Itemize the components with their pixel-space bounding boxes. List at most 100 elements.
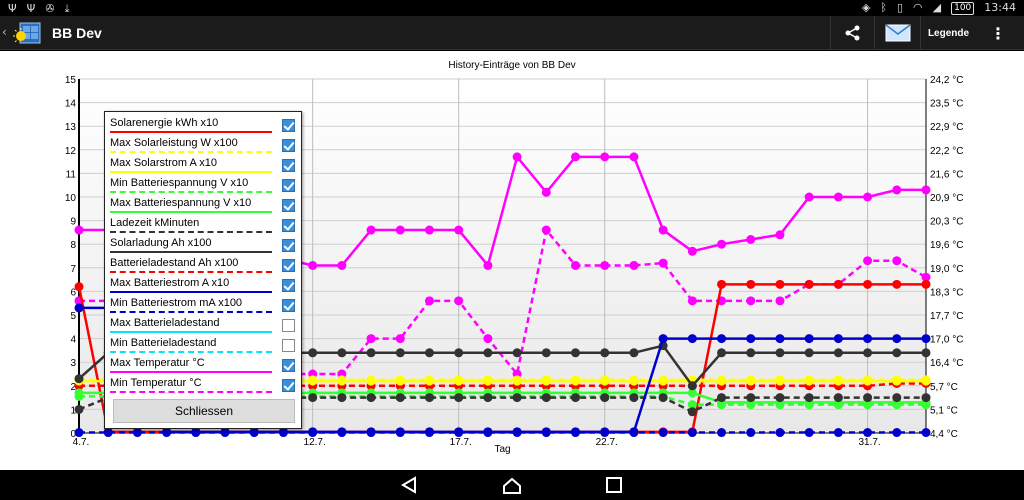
data-point: [424, 225, 434, 235]
recent-apps-icon[interactable]: [602, 475, 626, 495]
back-icon[interactable]: [397, 475, 421, 495]
legend-checkbox[interactable]: [282, 339, 295, 352]
legend-item[interactable]: Max Solarleistung W x100: [110, 136, 298, 156]
data-point: [775, 348, 785, 358]
legend-checkbox[interactable]: [282, 299, 295, 312]
data-point: [775, 279, 785, 289]
data-point: [863, 400, 873, 410]
legend-checkbox[interactable]: [282, 119, 295, 132]
data-point: [366, 428, 376, 438]
legend-button[interactable]: Legende: [920, 16, 976, 50]
data-point: [512, 375, 522, 385]
data-point: [424, 296, 434, 306]
data-point: [863, 348, 873, 358]
mail-button[interactable]: [874, 16, 920, 50]
legend-panel: Schliessen Solarenergie kWh x10 Max Solar…: [104, 111, 302, 429]
data-point: [571, 348, 581, 358]
data-point: [863, 192, 873, 202]
y-tick-label: 5: [70, 311, 76, 322]
y2-tick-label: 5,1 °C: [930, 405, 958, 416]
x-tick-label: 17.7.: [450, 437, 472, 448]
y-tick-label: 0: [70, 429, 76, 440]
data-point: [687, 334, 697, 344]
legend-checkbox[interactable]: [282, 199, 295, 212]
data-point: [395, 393, 405, 403]
data-point: [541, 225, 551, 235]
data-point: [629, 348, 639, 358]
navigation-bar: [0, 470, 1024, 500]
data-point: [746, 393, 756, 403]
data-point: [366, 334, 376, 344]
y2-tick-label: 19,0 °C: [930, 264, 963, 275]
legend-checkbox[interactable]: [282, 279, 295, 292]
legend-item[interactable]: Min Batterieladestand: [110, 336, 298, 356]
data-point: [629, 375, 639, 385]
data-point: [366, 393, 376, 403]
legend-checkbox[interactable]: [282, 319, 295, 332]
close-legend-button[interactable]: Schliessen: [113, 399, 295, 423]
legend-item[interactable]: Max Temperatur °C: [110, 356, 298, 376]
up-caret-icon[interactable]: ‹: [2, 25, 7, 39]
legend-item[interactable]: Ladezeit kMinuten: [110, 216, 298, 236]
x-tick-label: 31.7.: [858, 437, 880, 448]
data-point: [220, 428, 230, 438]
app-logo-icon[interactable]: [12, 19, 42, 47]
legend-checkbox[interactable]: [282, 379, 295, 392]
legend-item[interactable]: Min Batteriespannung V x10: [110, 176, 298, 196]
home-icon[interactable]: [500, 475, 524, 495]
data-point: [454, 296, 464, 306]
legend-line-swatch: [110, 131, 272, 133]
data-point: [746, 348, 756, 358]
data-point: [74, 391, 84, 401]
legend-item[interactable]: Min Temperatur °C: [110, 376, 298, 396]
legend-item-label: Max Batterieladestand: [110, 317, 220, 329]
legend-item[interactable]: Min Batteriestrom mA x100: [110, 296, 298, 316]
legend-checkbox[interactable]: [282, 239, 295, 252]
y2-tick-label: 17,0 °C: [930, 335, 963, 346]
legend-checkbox[interactable]: [282, 219, 295, 232]
y-tick-label: 6: [70, 287, 76, 298]
legend-checkbox[interactable]: [282, 139, 295, 152]
y2-tick-label: 5,7 °C: [930, 382, 958, 393]
legend-item[interactable]: Max Solarstrom A x10: [110, 156, 298, 176]
legend-line-swatch: [110, 331, 272, 333]
data-point: [337, 260, 347, 270]
action-bar: ‹ BB Dev Legende ⋮: [0, 16, 1024, 50]
location-icon: ◈: [861, 1, 871, 14]
usb-icon: Ψ: [8, 2, 17, 15]
legend-checkbox[interactable]: [282, 359, 295, 372]
data-point: [833, 279, 843, 289]
data-point: [395, 225, 405, 235]
legend-checkbox[interactable]: [282, 259, 295, 272]
legend-checkbox[interactable]: [282, 179, 295, 192]
data-point: [687, 381, 697, 391]
data-point: [629, 428, 639, 438]
legend-line-swatch: [110, 291, 272, 293]
y2-tick-label: 18,3 °C: [930, 287, 963, 298]
chart-title: History-Einträge von BB Dev: [448, 60, 576, 71]
share-button[interactable]: [830, 16, 874, 50]
legend-item[interactable]: Max Batteriespannung V x10: [110, 196, 298, 216]
legend-item[interactable]: Max Batterieladestand: [110, 316, 298, 336]
legend-item[interactable]: Solarladung Ah x100: [110, 236, 298, 256]
data-point: [308, 375, 318, 385]
data-point: [921, 348, 931, 358]
legend-line-swatch: [110, 231, 272, 233]
data-point: [74, 404, 84, 414]
data-point: [629, 152, 639, 162]
legend-item[interactable]: Batterieladestand Ah x100: [110, 256, 298, 276]
data-point: [483, 334, 493, 344]
legend-item[interactable]: Max Batteriestrom A x10: [110, 276, 298, 296]
mail-icon: [885, 24, 910, 42]
legend-item-label: Solarladung Ah x100: [110, 237, 212, 249]
data-point: [483, 428, 493, 438]
battery-level: 100: [954, 2, 972, 13]
data-point: [191, 428, 201, 438]
data-point: [804, 192, 814, 202]
series-line: [78, 396, 926, 414]
legend-checkbox[interactable]: [282, 159, 295, 172]
legend-item[interactable]: Solarenergie kWh x10: [110, 116, 298, 136]
data-point: [512, 428, 522, 438]
data-point: [892, 256, 902, 266]
overflow-menu-icon[interactable]: ⋮: [990, 23, 1006, 43]
